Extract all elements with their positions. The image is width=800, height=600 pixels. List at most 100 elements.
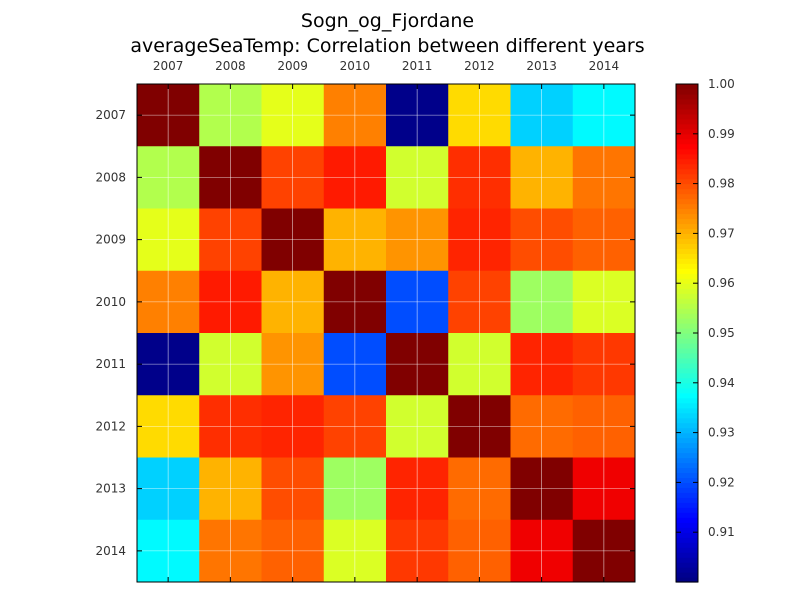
colorbar-segment: [676, 188, 698, 195]
colorbar-segment: [676, 422, 698, 429]
colorbar-segment: [676, 278, 698, 284]
colorbar-segment: [676, 432, 698, 439]
colorbar-tick-label: 0.94: [708, 376, 735, 390]
colorbar-segment: [676, 572, 698, 578]
colorbar-segment: [676, 283, 698, 289]
colorbar-segment: [676, 108, 698, 115]
colorbar-segment: [676, 557, 698, 563]
colorbar-segment: [676, 298, 698, 304]
colorbar-segment: [676, 253, 698, 259]
colorbar-segment: [676, 412, 698, 419]
colorbar-segment: [676, 133, 698, 140]
colorbar-segment: [676, 273, 698, 279]
colorbar-segment: [676, 482, 698, 488]
colorbar-segment: [676, 567, 698, 573]
colorbar-segment: [676, 462, 698, 469]
colorbar-segment: [676, 84, 698, 90]
colorbar-segment: [676, 382, 698, 389]
colorbar-segment: [676, 377, 698, 384]
colorbar-segment: [676, 93, 698, 100]
colorbar-segment: [676, 542, 698, 548]
colorbar-segment: [676, 318, 698, 324]
y-tick-label: 2007: [95, 108, 126, 122]
colorbar: 0.91 0.92 0.93 0.94 0.95 0.96 0.97 0.98 0.99 1.00: [675, 77, 735, 583]
colorbar-segment: [676, 223, 698, 230]
colorbar-segment: [676, 88, 698, 95]
colorbar-segment: [676, 178, 698, 185]
colorbar-segment: [676, 347, 698, 354]
colorbar-segment: [676, 168, 698, 175]
colorbar-segment: [676, 522, 698, 528]
colorbar-segment: [676, 288, 698, 294]
colorbar-segment: [676, 402, 698, 409]
colorbar-segment: [676, 163, 698, 170]
x-tick-label: 2009: [277, 59, 308, 73]
colorbar-segment: [676, 143, 698, 150]
colorbar-segment: [676, 123, 698, 130]
colorbar-segment: [676, 218, 698, 225]
colorbar-segment: [676, 397, 698, 404]
colorbar-segment: [676, 442, 698, 449]
colorbar-segment: [676, 552, 698, 558]
colorbar-tick-label: 0.91: [708, 525, 735, 539]
y-tick-label: 2013: [95, 482, 126, 496]
colorbar-segment: [676, 303, 698, 309]
colorbar-segment: [676, 507, 698, 513]
colorbar-segment: [676, 372, 698, 379]
colorbar-segment: [676, 158, 698, 165]
colorbar-segment: [676, 198, 698, 205]
colorbar-segment: [676, 547, 698, 553]
colorbar-tick-label: 0.98: [708, 177, 735, 191]
colorbar-segment: [676, 328, 698, 334]
colorbar-segment: [676, 577, 698, 583]
colorbar-segment: [676, 472, 698, 479]
y-tick-label: 2009: [95, 233, 126, 247]
colorbar-segment: [676, 457, 698, 464]
colorbar-segment: [676, 263, 698, 269]
colorbar-segment: [676, 537, 698, 543]
x-tick-label: 2008: [215, 59, 246, 73]
colorbar-segment: [676, 352, 698, 359]
colorbar-segment: [676, 98, 698, 105]
colorbar-segment: [676, 467, 698, 474]
colorbar-tick-label: 0.96: [708, 276, 735, 290]
colorbar-segment: [676, 342, 698, 349]
colorbar-segment: [676, 417, 698, 424]
colorbar-segment: [676, 502, 698, 508]
grid-lines: [137, 84, 635, 582]
colorbar-segment: [676, 243, 698, 249]
x-tick-label: 2010: [340, 59, 371, 73]
colorbar-segment: [676, 208, 698, 215]
y-tick-label: 2014: [95, 544, 126, 558]
colorbar-segment: [676, 238, 698, 244]
colorbar-segment: [676, 337, 698, 344]
colorbar-segment: [676, 527, 698, 533]
colorbar-segment: [676, 153, 698, 160]
colorbar-segment: [676, 113, 698, 120]
colorbar-segment: [676, 203, 698, 210]
colorbar-tick-label: 0.97: [708, 226, 735, 240]
colorbar-segment: [676, 183, 698, 190]
x-tick-label: 2011: [402, 59, 433, 73]
colorbar-segment: [676, 228, 698, 234]
colorbar-segment: [676, 233, 698, 239]
colorbar-segment: [676, 323, 698, 329]
colorbar-segment: [676, 308, 698, 314]
colorbar-segment: [676, 532, 698, 538]
colorbar-segment: [676, 427, 698, 434]
colorbar-tick-label: 0.93: [708, 426, 735, 440]
chart-subtitle: averageSeaTemp: Correlation between diff…: [130, 35, 645, 57]
colorbar-segment: [676, 118, 698, 125]
y-tick-label: 2012: [95, 419, 126, 433]
colorbar-segment: [676, 517, 698, 523]
colorbar-segment: [676, 497, 698, 503]
colorbar-segment: [676, 213, 698, 220]
colorbar-segment: [676, 148, 698, 155]
colorbar-segment: [676, 362, 698, 369]
y-tick-label: 2008: [95, 170, 126, 184]
colorbar-tick-label: 1.00: [708, 77, 735, 91]
colorbar-segment: [676, 477, 698, 483]
x-tick-label: 2014: [589, 59, 620, 73]
colorbar-segment: [676, 437, 698, 444]
